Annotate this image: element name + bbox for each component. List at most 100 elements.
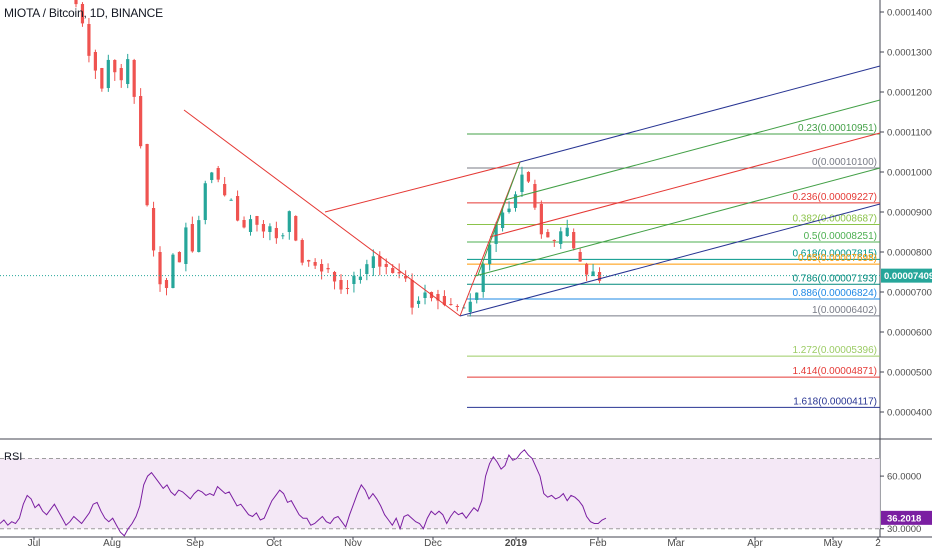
rsi-value-badge xyxy=(881,510,932,525)
trend-line xyxy=(324,161,521,213)
candle-body xyxy=(533,184,537,208)
candle-body xyxy=(591,271,595,276)
x-tick-label: Jul xyxy=(28,538,41,549)
candle-body xyxy=(80,4,85,24)
x-tick-label: Apr xyxy=(747,538,763,549)
fib-level-label: 0.886(0.00006824) xyxy=(792,288,877,299)
pitchfork-inner-upper-line xyxy=(504,99,881,201)
candle-body xyxy=(455,306,459,307)
candle-body xyxy=(378,256,382,267)
candle-body xyxy=(210,172,214,180)
candle-body xyxy=(559,231,563,244)
candle-body xyxy=(197,220,201,252)
candle-body xyxy=(345,288,350,289)
candle-body xyxy=(274,228,278,239)
candle-body xyxy=(203,183,207,220)
x-tick-label: Sep xyxy=(186,538,204,549)
candle-body xyxy=(494,224,498,244)
candle-body xyxy=(585,264,589,275)
candle-body xyxy=(320,264,324,272)
candle-body xyxy=(132,60,136,97)
drawing-lines[interactable] xyxy=(183,65,881,317)
fib-level-label: 1.414(0.00004871) xyxy=(792,366,877,377)
candle-body xyxy=(416,300,421,304)
candle-body xyxy=(526,172,531,182)
candle-body xyxy=(93,52,97,71)
candle-body xyxy=(151,208,156,251)
candle-body xyxy=(481,264,485,292)
pitchfork-upper-line xyxy=(519,65,881,163)
candle-body xyxy=(488,244,492,264)
candle-body xyxy=(164,280,169,289)
candle-body xyxy=(332,272,337,282)
x-tick-label: Oct xyxy=(266,538,282,549)
rsi-value-badge-label: 36.2018 xyxy=(887,513,921,524)
fib-level-label: 0.786(0.00007193) xyxy=(792,273,877,284)
candle-body xyxy=(294,216,298,241)
pitchfork-lower-line xyxy=(459,203,881,317)
fib-level-label: 0.23(0.00010951) xyxy=(798,123,877,134)
chart-title: MIOTA / Bitcoin, 1D, BINANCE xyxy=(4,6,163,20)
candle-body xyxy=(177,252,182,263)
candle-body xyxy=(546,232,550,238)
candlestick-series xyxy=(0,0,880,317)
candle-body xyxy=(539,204,543,235)
candle-body xyxy=(74,0,78,5)
candle-body xyxy=(190,224,194,252)
fib-level-label: 1.618(0.00004117) xyxy=(793,396,877,407)
x-tick-label: Feb xyxy=(589,538,607,549)
candle-body xyxy=(113,60,117,73)
fib-level-label: 0.236(0.00009227) xyxy=(792,192,877,203)
candle-body xyxy=(410,280,414,308)
pitchfork-handle xyxy=(477,161,521,276)
y-tick-label: 0.00004000 xyxy=(887,408,932,419)
fibonacci-retracement[interactable]: 0.236(0.00009227) 0(0.00010100) 0.23(0.000… xyxy=(467,123,880,408)
candle-body xyxy=(300,240,304,263)
rsi-line xyxy=(0,449,607,537)
x-tick-label: 2 xyxy=(875,538,881,549)
candle-body xyxy=(235,196,240,221)
candle-body xyxy=(552,240,556,241)
candle-body xyxy=(287,211,291,232)
candle-body xyxy=(326,268,330,270)
candle-body xyxy=(255,216,259,225)
rsi-band xyxy=(0,458,880,529)
fib-level-label: 0.65(0.00007698) xyxy=(798,253,877,264)
candle-body xyxy=(216,168,220,180)
candle-body xyxy=(462,307,466,309)
rsi-y-tick-label: 60.0000 xyxy=(887,472,921,483)
candle-body xyxy=(248,219,253,232)
candle-body xyxy=(423,292,427,298)
candle-body xyxy=(223,184,227,196)
candle-body xyxy=(578,252,582,262)
fib-level-label: 0(0.00010100) xyxy=(812,157,877,168)
x-tick-label: Mar xyxy=(667,538,685,549)
candle-body xyxy=(313,262,317,266)
candle-body xyxy=(449,304,453,305)
candle-body xyxy=(371,256,375,268)
candle-body xyxy=(384,264,388,267)
candle-body xyxy=(513,194,518,208)
candle-body xyxy=(339,280,343,290)
candle-body xyxy=(184,227,188,264)
candle-body xyxy=(358,276,362,280)
candle-body xyxy=(565,227,569,236)
candle-body xyxy=(281,235,285,237)
x-tick-label: Dec xyxy=(424,538,442,549)
candle-body xyxy=(475,292,479,300)
candle-body xyxy=(572,232,576,249)
candle-body xyxy=(307,260,311,262)
candle-body xyxy=(242,220,246,228)
rsi-y-tick-label: 30.0000 xyxy=(887,524,921,535)
candle-body xyxy=(268,226,272,232)
candle-body xyxy=(442,296,447,305)
x-tick-label: Aug xyxy=(103,538,121,549)
price-badge-label: 0.00007409 xyxy=(884,271,932,282)
rsi-indicator xyxy=(0,449,880,537)
